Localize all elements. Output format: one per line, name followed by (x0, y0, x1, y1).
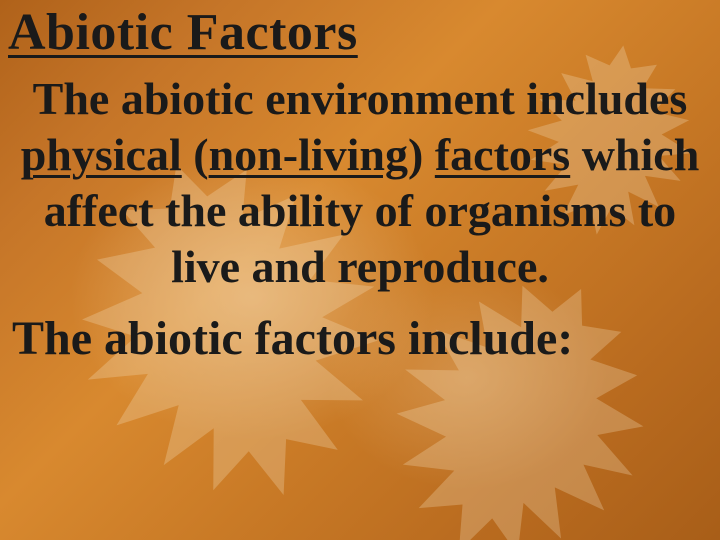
body-underline-nonliving: non-living (209, 129, 408, 180)
slide-footer: The abiotic factors include: (8, 313, 712, 366)
body-underline-physical: physical (21, 129, 182, 180)
slide-title: Abiotic Factors (8, 6, 712, 61)
body-mid1: ( (182, 129, 209, 180)
body-pre: The abiotic environment includes (33, 73, 688, 124)
body-underline-factors: factors (435, 129, 570, 180)
body-mid2: ) (408, 129, 435, 180)
slide-body: The abiotic environment includes physica… (8, 71, 712, 295)
slide-content: Abiotic Factors The abiotic environment … (0, 0, 720, 540)
